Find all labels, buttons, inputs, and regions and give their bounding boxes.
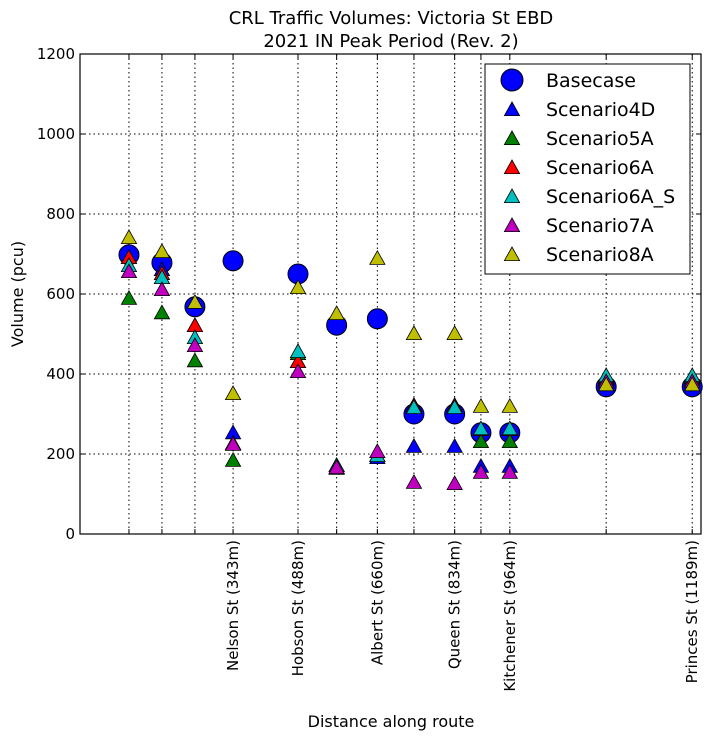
x-tick-label: Nelson St (343m) [224, 540, 242, 671]
data-point [501, 433, 519, 449]
data-point [405, 473, 423, 489]
data-point [186, 293, 204, 309]
data-point [472, 463, 490, 479]
data-point [186, 337, 204, 353]
data-point [446, 475, 463, 491]
legend-box [484, 63, 691, 275]
data-point [120, 263, 138, 279]
y-tick-label: 800 [46, 205, 75, 223]
legend-marker [503, 246, 521, 262]
data-point [224, 435, 242, 451]
legend-label: Scenario4D [546, 99, 655, 121]
data-point [153, 281, 171, 297]
legend-label: Scenario6A_S [546, 186, 675, 208]
data-point [446, 437, 463, 453]
x-tick-label: Queen St (834m) [446, 540, 464, 669]
y-axis-label: Volume (pcu) [8, 241, 27, 347]
data-point [224, 385, 242, 401]
legend-marker [503, 101, 521, 116]
y-tick-label: 1000 [37, 125, 75, 143]
data-point [120, 229, 138, 245]
legend-marker [503, 188, 521, 204]
data-point [289, 343, 307, 359]
data-point [186, 352, 204, 368]
series-Scenario8A [120, 229, 701, 413]
x-tick-label: Kitchener St (964m) [501, 540, 519, 692]
x-tick-label: Hobson St (488m) [289, 540, 307, 676]
legend-marker [503, 130, 521, 146]
data-point [120, 289, 138, 305]
data-point [224, 451, 242, 467]
data-markers [118, 229, 703, 491]
legend-label: Scenario6A [546, 157, 654, 179]
data-point [472, 397, 490, 413]
series-Scenario4D [120, 249, 701, 475]
y-tick-label: 400 [46, 365, 75, 383]
data-point [366, 308, 388, 330]
data-point [683, 376, 701, 392]
y-tick-label: 0 [65, 525, 75, 543]
legend-marker [503, 159, 521, 175]
series-Scenario6A_S [120, 257, 701, 473]
data-point [222, 250, 244, 272]
data-point [501, 463, 519, 479]
data-point [369, 249, 386, 265]
data-point [501, 420, 519, 436]
data-point [328, 459, 345, 475]
y-tick-label: 200 [46, 445, 75, 463]
data-point [472, 420, 490, 436]
data-point [472, 433, 490, 449]
data-point [328, 305, 345, 321]
legend: Basecase Scenario4D Scenario5A Scenario6A Sc… [484, 63, 691, 275]
data-point [405, 399, 423, 415]
data-point [501, 397, 519, 413]
series-Scenario7A [120, 263, 701, 491]
data-point [289, 363, 307, 379]
legend-label: Scenario5A [546, 128, 654, 150]
axis-ticks: 0 200 400 600 800 1000 1200 Nelson St (343m) Hob… [37, 45, 701, 692]
data-point [597, 376, 615, 392]
data-point [153, 243, 171, 259]
data-point [369, 443, 386, 459]
data-point [405, 325, 423, 341]
x-tick-label: Princes St (1189m) [683, 540, 701, 683]
legend-label: Scenario8A [546, 244, 654, 266]
x-tick-label: Albert St (660m) [368, 540, 386, 665]
x-axis-label: Distance along route [308, 712, 475, 731]
chart-title-line1: CRL Traffic Volumes: Victoria St EBD [229, 8, 554, 29]
data-point [153, 304, 171, 320]
y-tick-label: 1200 [37, 45, 75, 63]
data-point [446, 399, 463, 415]
legend-label: Basecase [546, 70, 636, 92]
data-point [289, 279, 307, 295]
legend-marker [500, 68, 524, 92]
y-tick-label: 600 [46, 285, 75, 303]
legend-marker [503, 217, 521, 233]
series-Scenario6A [120, 249, 701, 475]
data-point [405, 437, 423, 453]
chart-title-line2: 2021 IN Peak Period (Rev. 2) [263, 31, 518, 52]
data-point [446, 325, 463, 341]
legend-label: Scenario7A [546, 215, 654, 237]
